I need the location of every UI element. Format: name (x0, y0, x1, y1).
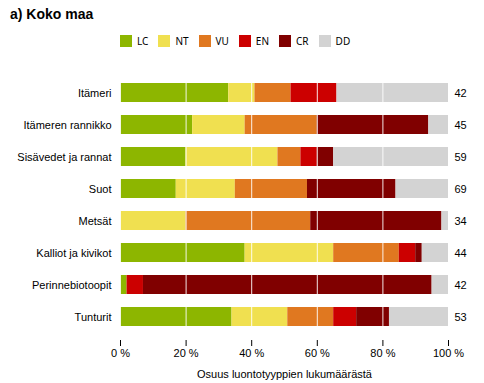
svg-text:60 %: 60 % (305, 347, 330, 359)
svg-text:Metsät: Metsät (78, 215, 111, 227)
svg-text:53: 53 (455, 311, 467, 323)
svg-text:45: 45 (455, 119, 467, 131)
svg-text:59: 59 (455, 151, 467, 163)
html-text:a) Koko maa: a) Koko maa (10, 6, 94, 22)
svg-text:80 %: 80 % (370, 347, 395, 359)
svg-text:Tunturit: Tunturit (75, 311, 112, 323)
svg-text:100 %: 100 % (433, 347, 464, 359)
svg-text:40 %: 40 % (239, 347, 264, 359)
html-text:DD: DD (335, 33, 351, 48)
svg-text:Osuus luontotyyppien lukumäärä: Osuus luontotyyppien lukumäärästä (197, 368, 373, 380)
html-text:LC: LC (137, 33, 149, 48)
html-text:EN: EN (255, 33, 269, 48)
svg-text:42: 42 (455, 279, 467, 291)
svg-text:Kalliot ja kivikot: Kalliot ja kivikot (36, 247, 111, 259)
html-text:VU: VU (215, 33, 229, 48)
svg-text:20 %: 20 % (174, 347, 199, 359)
svg-text:44: 44 (455, 247, 467, 259)
svg-text:Sisävedet ja rannat: Sisävedet ja rannat (17, 151, 111, 163)
html-text:CR: CR (296, 33, 309, 48)
svg-text:Suot: Suot (89, 183, 112, 195)
svg-text:42: 42 (455, 87, 467, 99)
html-text:NT: NT (175, 33, 189, 48)
svg-text:69: 69 (455, 183, 467, 195)
svg-text:Itämeren rannikko: Itämeren rannikko (23, 119, 111, 131)
svg-text:Itämeri: Itämeri (78, 87, 112, 99)
svg-text:0 %: 0 % (111, 347, 130, 359)
svg-text:Perinnebiotoopit: Perinnebiotoopit (32, 279, 112, 291)
svg-text:34: 34 (455, 215, 467, 227)
